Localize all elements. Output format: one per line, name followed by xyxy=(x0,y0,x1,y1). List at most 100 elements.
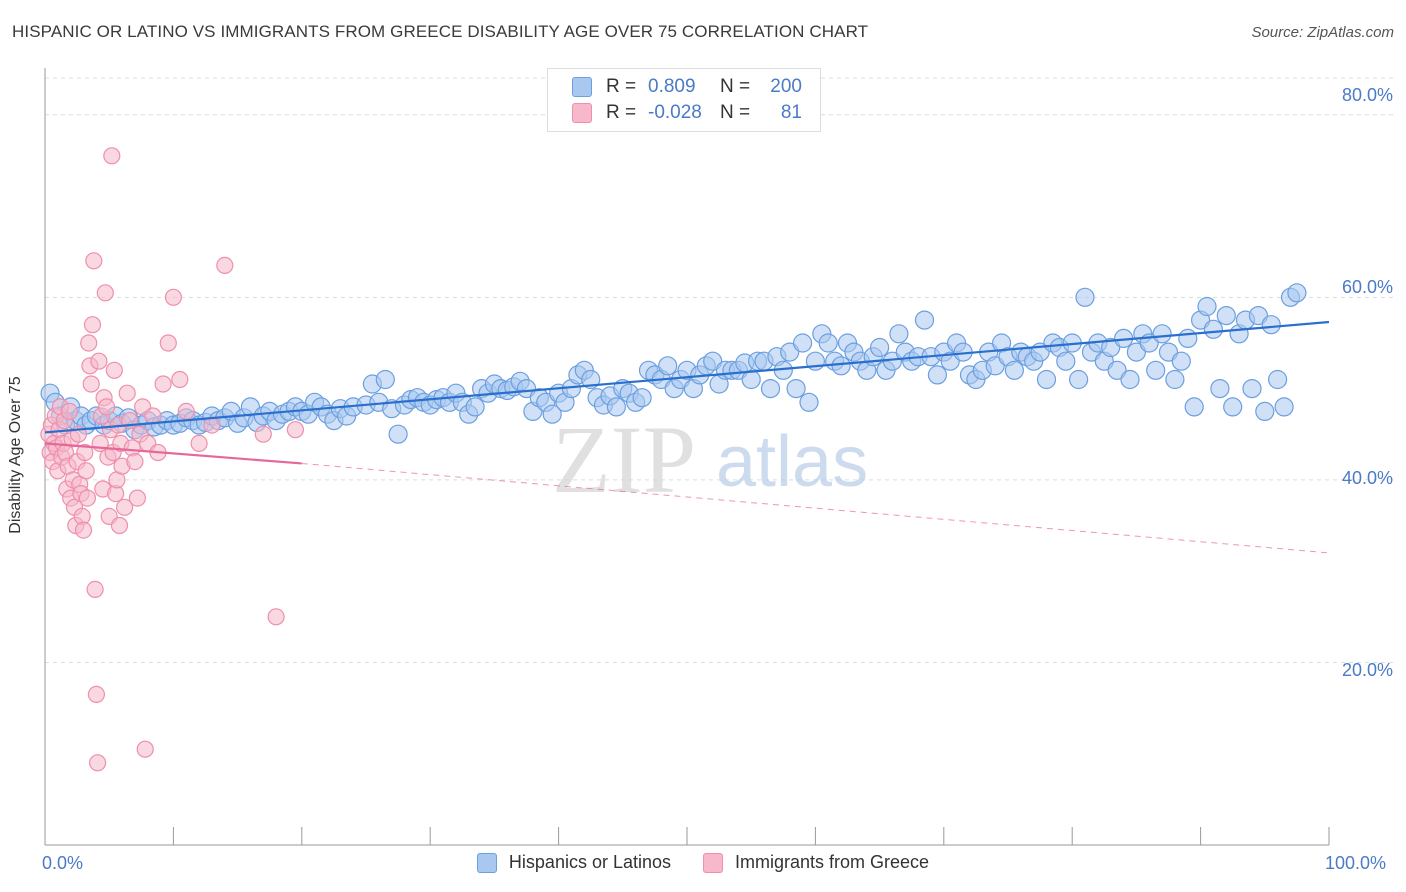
data-point xyxy=(115,498,134,516)
data-point xyxy=(786,379,806,399)
watermark-zip: ZIP xyxy=(552,406,696,513)
data-point xyxy=(88,754,107,772)
data-point xyxy=(126,453,144,471)
data-point xyxy=(96,284,114,302)
data-point xyxy=(914,310,935,330)
y-tick-label-40: 40.0% xyxy=(1341,468,1393,488)
legend-item-hispanics[interactable]: Hispanics or Latinos xyxy=(476,852,672,873)
data-point xyxy=(154,375,172,393)
data-point xyxy=(103,147,121,165)
data-point xyxy=(1203,319,1224,339)
data-point xyxy=(286,421,304,439)
data-point xyxy=(1267,369,1288,390)
y-tick-label-80: 80.0% xyxy=(1341,85,1393,105)
legend-label: Hispanics or Latinos xyxy=(508,852,672,872)
data-point xyxy=(869,337,890,358)
data-point xyxy=(760,379,781,399)
series-hispanics-or-latinos xyxy=(40,283,1307,444)
data-point xyxy=(1261,315,1281,335)
data-point xyxy=(1056,351,1076,371)
stats-legend: R = 0.809 N = 200 R = -0.028 N = 81 xyxy=(547,68,821,132)
data-point xyxy=(78,489,97,507)
legend-swatch-blue xyxy=(476,852,497,873)
legend-swatch-blue xyxy=(572,77,592,97)
r-value: 0.809 xyxy=(648,76,696,97)
n-key: N = xyxy=(720,76,751,97)
n-value: 200 xyxy=(770,76,802,97)
r-value: -0.028 xyxy=(648,102,702,123)
data-point xyxy=(128,489,146,507)
data-point xyxy=(86,580,104,599)
data-point xyxy=(465,397,485,417)
data-point xyxy=(818,333,838,353)
data-point xyxy=(83,316,102,334)
data-point xyxy=(1120,369,1140,390)
data-point xyxy=(171,370,189,389)
data-point xyxy=(60,402,79,420)
trend-line-greece-extended xyxy=(301,462,1330,554)
data-point xyxy=(1216,306,1236,326)
data-point xyxy=(159,334,177,352)
data-point xyxy=(1152,324,1172,344)
legend-item-greece[interactable]: Immigrants from Greece xyxy=(703,852,929,873)
data-point xyxy=(76,443,94,462)
data-point xyxy=(542,404,562,424)
data-point xyxy=(90,352,108,370)
data-point xyxy=(1287,283,1307,303)
data-point xyxy=(889,324,909,344)
data-point xyxy=(375,369,395,390)
y-tick-label-60: 60.0% xyxy=(1341,277,1393,297)
data-point xyxy=(97,398,116,416)
data-point xyxy=(1210,379,1230,399)
data-point xyxy=(792,333,813,353)
data-point xyxy=(110,516,129,535)
y-tick-label-20: 20.0% xyxy=(1341,660,1393,680)
chart-title: HISPANIC OR LATINO VS IMMIGRANTS FROM GR… xyxy=(12,22,869,41)
data-point xyxy=(1165,369,1185,390)
data-point xyxy=(1036,369,1057,390)
data-point xyxy=(164,288,182,306)
trend-line-greece xyxy=(44,442,302,465)
legend-label: Immigrants from Greece xyxy=(735,852,930,872)
legend-swatch-pink xyxy=(703,852,724,873)
data-point xyxy=(118,384,136,402)
r-key: R = xyxy=(606,102,637,123)
x-tick-label-max: 100.0% xyxy=(1325,853,1387,873)
data-point xyxy=(1274,397,1294,417)
data-point xyxy=(632,388,652,408)
r-key: R = xyxy=(606,76,637,97)
source-label: Source: ZipAtlas.com xyxy=(1251,24,1394,41)
data-point xyxy=(1004,360,1025,380)
stats-row-greece: R = -0.028 N = 81 xyxy=(572,100,802,126)
data-point xyxy=(1068,369,1089,390)
stats-row-hispanics: R = 0.809 N = 200 xyxy=(572,74,802,100)
data-point xyxy=(1178,328,1198,348)
data-point xyxy=(1184,397,1204,417)
data-point xyxy=(77,462,95,480)
x-tick-label-min: 0.0% xyxy=(42,853,84,873)
data-point xyxy=(190,434,208,452)
data-point xyxy=(267,608,285,626)
data-point xyxy=(658,356,678,376)
data-point xyxy=(1146,360,1166,380)
data-point xyxy=(927,365,948,385)
data-point xyxy=(606,397,627,417)
data-point xyxy=(799,392,819,412)
data-point xyxy=(87,685,106,704)
data-point xyxy=(136,740,154,758)
data-point xyxy=(82,375,100,393)
series-legend: Hispanics or Latinos Immigrants from Gre… xyxy=(0,852,1406,873)
data-point xyxy=(1255,401,1275,421)
n-value: 81 xyxy=(780,102,802,123)
data-point xyxy=(831,356,851,376)
data-point xyxy=(1242,379,1262,399)
data-point xyxy=(1107,360,1127,380)
data-point xyxy=(74,521,93,539)
data-point xyxy=(741,369,761,390)
data-point xyxy=(216,256,234,274)
y-axis-label: Disability Age Over 75 xyxy=(7,376,24,534)
trend-lines xyxy=(44,320,1330,554)
data-point xyxy=(1223,397,1243,417)
legend-swatch-pink xyxy=(572,103,592,123)
